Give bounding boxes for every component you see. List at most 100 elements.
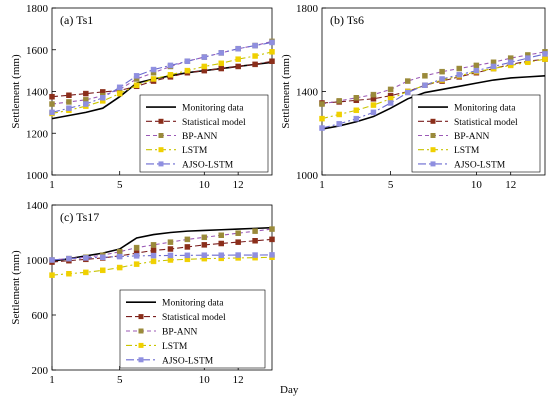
data-point [83,255,89,261]
x-tick-label: 1 [49,179,55,191]
data-point [269,49,275,55]
data-point [218,252,224,258]
x-axis-label: Day [280,384,299,396]
data-point [353,115,360,122]
chart-panel-3: 200 600 1000 1400 1 5 10 12 Settlement (mm) (c) T… [10,200,275,386]
data-point [235,239,241,245]
data-point [235,230,241,236]
data-point [167,257,174,263]
y-tick-label: 1800 [296,3,319,15]
data-point [49,93,55,100]
data-point [83,269,89,276]
series-line-lstm [51,51,273,114]
data-point [422,82,428,88]
y-tick-label: 1000 [296,170,319,182]
x-tick-label: 12 [233,374,244,386]
y-tick-label: 1400 [296,87,319,99]
data-point [252,61,258,68]
x-tick-label: 12 [505,179,516,191]
legend-label: Monitoring data [182,104,244,114]
legend-swatch-marker [430,118,436,124]
y-tick-label: 200 [32,365,49,377]
data-point [387,86,394,93]
data-point [66,92,72,99]
data-point [353,107,360,114]
y-tick-label: 1400 [26,87,49,99]
legend-swatch-marker [138,357,144,363]
data-point [184,252,191,259]
legend: Monitoring data Statistical model BP-ANN LS… [139,94,269,173]
data-point [66,271,72,277]
chart-panel-1: 1000 1200 1400 1600 1800 1 5 10 12 Settlement (mm… [10,3,275,191]
data-point [405,78,411,84]
data-point [336,98,342,104]
data-point [66,255,72,262]
y-tick-label: 600 [32,310,49,322]
data-point [150,247,157,254]
data-point [252,228,258,234]
data-point [201,252,208,258]
data-point [83,90,89,97]
legend-swatch-marker [138,314,144,320]
data-point [150,258,157,265]
data-point [133,253,140,259]
data-point [201,54,208,60]
y-axis-label: Settlement (mm) [10,54,22,129]
series-line-lstm [51,256,273,276]
data-point [218,240,224,247]
legend-label: BP-ANN [162,328,198,338]
legend-label: AJSO-LSTM [162,356,214,366]
data-point [235,252,241,258]
legend-label: AJSO-LSTM [182,160,234,170]
data-point [542,56,548,62]
panel-title: (c) Ts17 [60,210,99,224]
data-point [235,45,241,52]
data-point [100,254,106,260]
series-line-ajso-lstm [51,41,273,113]
data-point [252,252,258,258]
data-point [100,267,106,274]
data-point [319,101,325,107]
legend-label: AJSO-LSTM [454,160,506,170]
data-point [456,65,462,72]
legend-swatch-marker [158,147,164,153]
data-point [167,239,174,245]
x-tick-label: 12 [233,179,244,191]
data-point [133,82,140,88]
data-point [319,125,325,131]
legend-label: LSTM [182,146,208,156]
data-point [167,246,174,252]
data-point [184,244,191,250]
data-point [83,101,89,107]
y-tick-label: 1000 [26,255,49,267]
series-line-ajso-lstm [51,254,273,261]
x-tick-label: 1 [319,179,325,191]
y-tick-label: 1600 [26,45,49,57]
data-point [370,102,377,108]
data-point [150,252,157,259]
legend-label: Statistical model [162,313,226,323]
y-axis-label: Settlement (mm) [10,250,22,325]
data-point [370,91,377,98]
data-point [422,73,428,79]
data-point [269,58,275,64]
y-tick-label: 1400 [26,200,49,212]
data-point [184,58,191,64]
data-point [150,242,157,248]
data-point [525,55,531,61]
series-line-monitoring-data [321,75,546,130]
x-tick-label: 5 [117,374,123,386]
data-point [201,234,208,241]
data-point [184,67,191,74]
y-axis-label: Settlement (mm) [280,54,292,129]
legend-box [119,289,266,369]
panel-title: (a) Ts1 [60,13,93,27]
data-point [49,109,55,116]
legend-swatch-marker [158,161,164,167]
data-point [116,249,123,255]
data-point [150,76,157,82]
data-point [133,261,140,267]
legend: Monitoring data Statistical model BP-ANN LS… [411,94,541,173]
data-point [184,236,191,243]
legend-swatch-marker [430,147,436,153]
